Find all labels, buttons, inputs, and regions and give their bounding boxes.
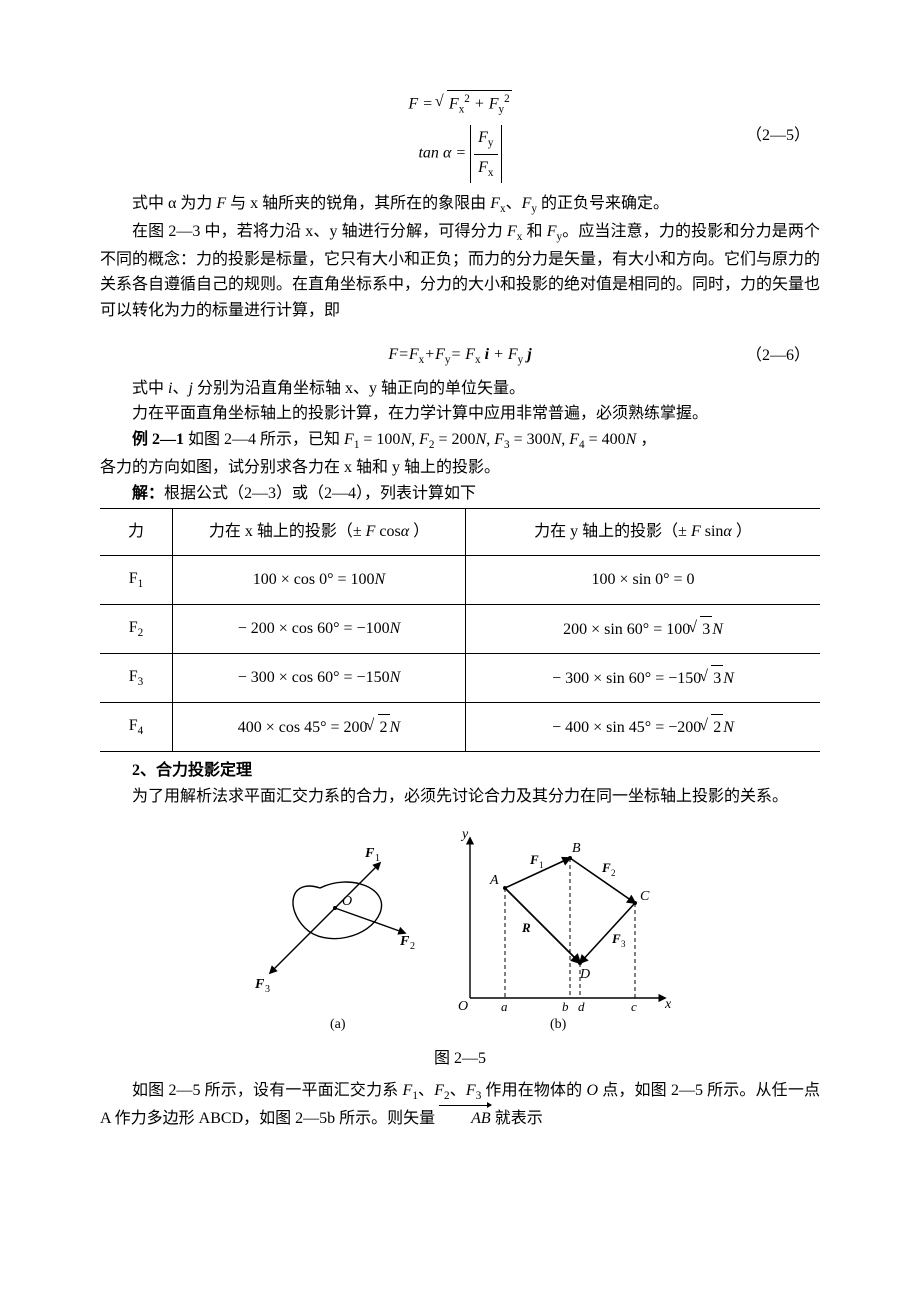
table-header-row: 力 力在 x 轴上的投影（± F cosα ） 力在 y 轴上的投影（± F s…: [100, 509, 820, 556]
svg-text:F: F: [601, 860, 611, 875]
svg-text:F: F: [611, 931, 621, 946]
table-row: F3− 300 × cos 60° = −150N− 300 × sin 60°…: [100, 654, 820, 703]
section-2-title: 2、合力投影定理: [100, 758, 820, 784]
eq-2-5-line1: F = Fx2 + Fy2: [100, 90, 820, 119]
table-body: F1100 × cos 0° = 100N100 × sin 0° = 0F2−…: [100, 555, 820, 751]
cell-x: − 300 × cos 60° = −150N: [173, 654, 466, 703]
paragraph-2: 在图 2—3 中，若将力沿 x、y 轴进行分解，可得分力 Fx 和 Fy。应当注…: [100, 219, 820, 324]
cell-force: F3: [100, 654, 173, 703]
paragraph-1: 式中 α 为力 F 与 x 轴所夹的锐角，其所在的象限由 Fx、Fy 的正负号来…: [100, 191, 820, 219]
svg-text:1: 1: [539, 860, 544, 870]
table-row: F1100 × cos 0° = 100N100 × sin 0° = 0: [100, 555, 820, 604]
th-x-projection: 力在 x 轴上的投影（± F cosα ）: [173, 509, 466, 556]
svg-text:a: a: [501, 999, 508, 1014]
svg-text:3: 3: [621, 939, 626, 949]
figure-2-5-caption: 图 2—5: [100, 1046, 820, 1072]
cell-x: 400 × cos 45° = 2002N: [173, 703, 466, 752]
table-row: F4400 × cos 45° = 2002N− 400 × sin 45° =…: [100, 703, 820, 752]
cell-x: 100 × cos 0° = 100N: [173, 555, 466, 604]
figure-2-5-svg: O F 1 F 2 F 3 (a) y x O: [240, 823, 680, 1033]
figure-b: y x O A B C D F 1 F 2 F 3: [458, 827, 672, 1032]
svg-text:2: 2: [410, 941, 415, 952]
svg-text:(b): (b): [550, 1017, 567, 1032]
svg-text:F: F: [399, 934, 410, 949]
th-y-projection: 力在 y 轴上的投影（± F sinα ）: [466, 509, 821, 556]
svg-text:3: 3: [265, 984, 270, 995]
svg-text:d: d: [578, 999, 585, 1014]
cell-force: F2: [100, 604, 173, 653]
cell-force: F1: [100, 555, 173, 604]
svg-text:D: D: [579, 967, 590, 982]
cell-y: − 400 × sin 45° = −2002N: [466, 703, 821, 752]
cell-y: − 300 × sin 60° = −1503N: [466, 654, 821, 703]
svg-text:O: O: [458, 999, 468, 1014]
cell-y: 100 × sin 0° = 0: [466, 555, 821, 604]
figure-2-5: O F 1 F 2 F 3 (a) y x O: [100, 823, 820, 1071]
svg-text:x: x: [664, 997, 672, 1012]
paragraph-5: 各力的方向如图，试分别求各力在 x 轴和 y 轴上的投影。: [100, 455, 820, 481]
svg-text:(a): (a): [330, 1017, 346, 1032]
cell-y: 200 × sin 60° = 1003N: [466, 604, 821, 653]
equation-2-6: F=Fx+Fy= Fx i + Fy j （2—6）: [100, 342, 820, 370]
eq-2-5-line2: tan α = FyFx: [100, 125, 820, 182]
svg-text:F: F: [364, 846, 375, 861]
paragraph-7: 如图 2—5 所示，设有一平面汇交力系 F1、F2、F3 作用在物体的 O 点，…: [100, 1078, 820, 1132]
example-text: 如图 2—4 所示，已知 F1 = 100N, F2 = 200N, F3 = …: [188, 431, 656, 448]
projection-table: 力 力在 x 轴上的投影（± F cosα ） 力在 y 轴上的投影（± F s…: [100, 508, 820, 752]
equation-2-5: F = Fx2 + Fy2 tan α = FyFx （2—5）: [100, 90, 820, 183]
svg-text:b: b: [562, 999, 569, 1014]
table-row: F2− 200 × cos 60° = −100N200 × sin 60° =…: [100, 604, 820, 653]
eq-2-6-label: （2—6）: [746, 343, 810, 369]
svg-text:2: 2: [611, 868, 616, 878]
svg-text:y: y: [460, 827, 469, 842]
eq-2-6-body: F=Fx+Fy= Fx i + Fy j: [100, 342, 820, 370]
svg-text:F: F: [529, 852, 539, 867]
example-label: 例 2—1: [132, 431, 184, 448]
svg-text:1: 1: [375, 853, 380, 864]
paragraph-4: 力在平面直角坐标轴上的投影计算，在力学计算中应用非常普遍，必须熟练掌握。: [100, 401, 820, 427]
cell-force: F4: [100, 703, 173, 752]
example-2-1: 例 2—1 如图 2—4 所示，已知 F1 = 100N, F2 = 200N,…: [100, 427, 820, 455]
svg-text:c: c: [631, 999, 637, 1014]
svg-text:F: F: [254, 977, 265, 992]
solution-text: 根据公式（2—3）或（2—4），列表计算如下: [164, 485, 476, 502]
eq-2-5-label: （2—5）: [746, 124, 810, 150]
cell-x: − 200 × cos 60° = −100N: [173, 604, 466, 653]
paragraph-3: 式中 i、j 分别为沿直角坐标轴 x、y 轴正向的单位矢量。: [100, 376, 820, 402]
paragraph-6: 为了用解析法求平面汇交力系的合力，必须先讨论合力及其分力在同一坐标轴上投影的关系…: [100, 784, 820, 810]
svg-text:C: C: [640, 889, 650, 904]
solution-label: 解：: [132, 485, 164, 502]
solution-line: 解：根据公式（2—3）或（2—4），列表计算如下: [100, 481, 820, 507]
th-force: 力: [100, 509, 173, 556]
svg-text:R: R: [521, 920, 531, 935]
svg-text:A: A: [489, 873, 499, 888]
svg-text:B: B: [572, 841, 581, 856]
figure-a: O F 1 F 2 F 3 (a): [254, 846, 415, 1032]
